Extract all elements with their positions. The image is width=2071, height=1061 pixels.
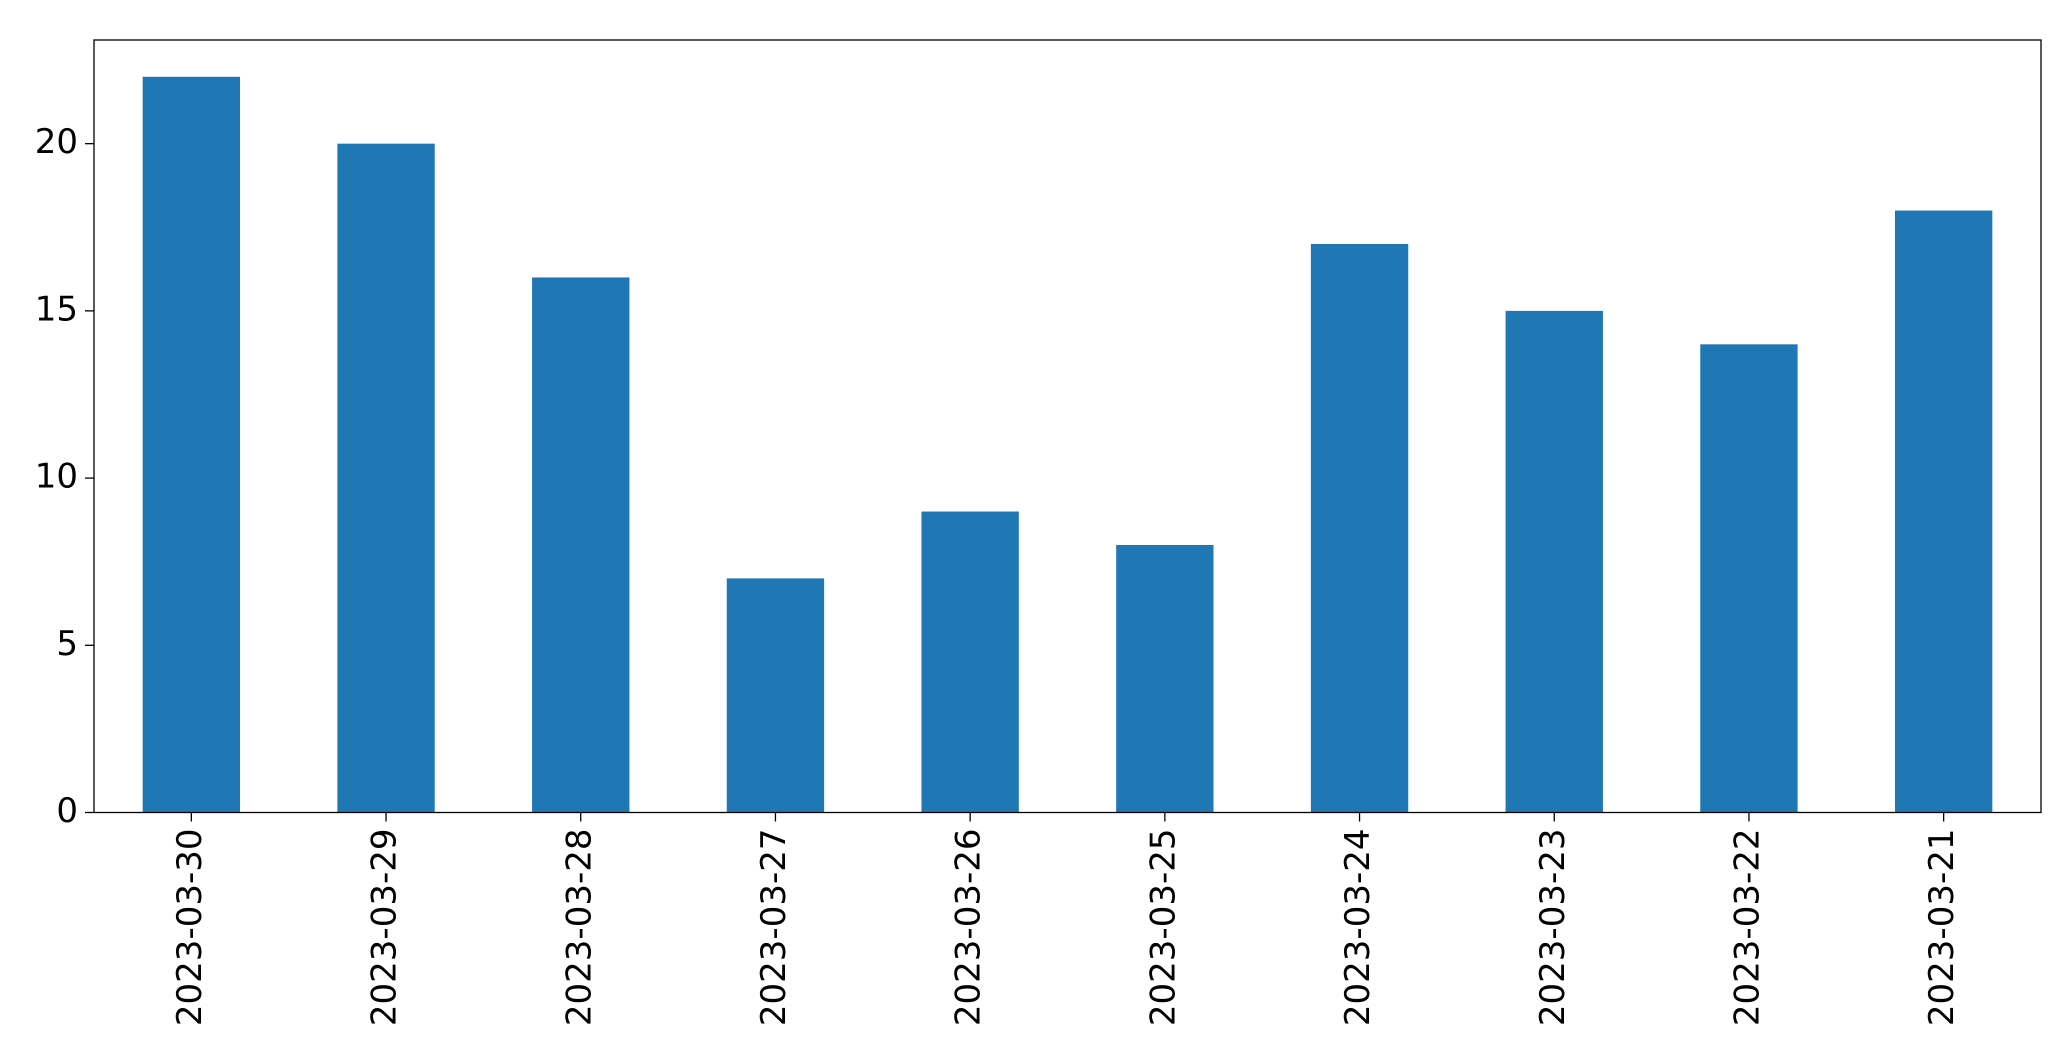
bar bbox=[1310, 243, 1409, 813]
bar bbox=[1116, 544, 1214, 813]
bar bbox=[1894, 210, 1993, 813]
x-tick-label: 2023-03-26 bbox=[949, 829, 989, 1027]
x-tick-label: 2023-03-23 bbox=[1533, 829, 1573, 1027]
axes-frame bbox=[93, 39, 2042, 814]
bar bbox=[921, 511, 1019, 813]
x-tick-label: 2023-03-29 bbox=[365, 829, 405, 1027]
x-tick-label: 2023-03-27 bbox=[754, 829, 794, 1027]
bar bbox=[337, 143, 435, 813]
bar bbox=[532, 277, 630, 813]
x-tick-label: 2023-03-28 bbox=[559, 829, 599, 1027]
y-tick-label: 5 bbox=[56, 624, 78, 664]
bar bbox=[726, 578, 825, 813]
y-tick-label: 20 bbox=[35, 122, 78, 162]
x-tick-label: 2023-03-30 bbox=[170, 829, 210, 1027]
x-tick-label: 2023-03-22 bbox=[1727, 829, 1767, 1027]
bar bbox=[1505, 310, 1603, 813]
x-tick-label: 2023-03-24 bbox=[1338, 829, 1378, 1027]
x-tick-label: 2023-03-25 bbox=[1143, 829, 1183, 1027]
y-tick-label: 10 bbox=[35, 457, 78, 497]
y-tick-label: 0 bbox=[56, 791, 78, 831]
y-tick-label: 15 bbox=[35, 289, 78, 329]
bar bbox=[142, 76, 241, 813]
bar bbox=[1700, 344, 1798, 813]
x-tick-label: 2023-03-21 bbox=[1922, 828, 1962, 1026]
